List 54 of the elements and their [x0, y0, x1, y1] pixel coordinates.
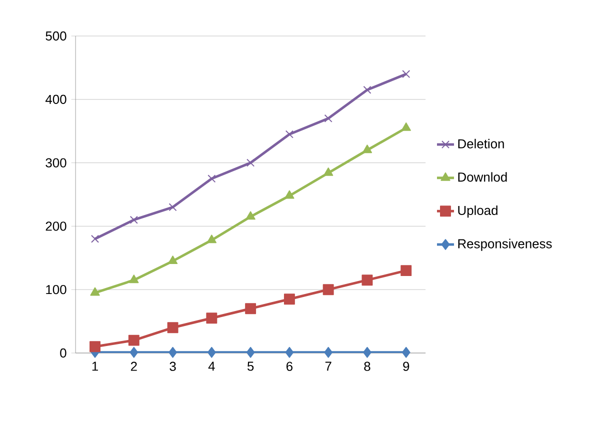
x-tick-label: 6: [286, 362, 292, 371]
x-tick-label: 5: [247, 362, 254, 371]
y-tick-label: 400: [45, 94, 66, 104]
y-tick-label: 300: [46, 158, 66, 168]
x-tick-label: 2: [130, 362, 137, 371]
x-tick-label: 3: [170, 362, 176, 371]
point: [246, 211, 256, 220]
point: [167, 322, 178, 334]
point: [207, 346, 216, 358]
point: [362, 144, 372, 154]
point: [402, 346, 410, 358]
y-tick-label: 0: [60, 348, 66, 358]
point: [400, 265, 412, 276]
point: [130, 346, 138, 358]
point: [208, 174, 216, 183]
x-tick-label: 4: [208, 362, 215, 371]
point: [168, 203, 177, 212]
point: [246, 346, 255, 358]
x-tick-label: 8: [364, 362, 370, 371]
point: [362, 346, 372, 358]
point: [324, 346, 333, 358]
point: [206, 312, 218, 324]
point: [90, 341, 100, 352]
point: [362, 274, 373, 286]
legend-label: Deletion: [458, 138, 504, 148]
point: [129, 274, 139, 284]
legend-label: Downlod: [458, 172, 507, 182]
point: [285, 346, 294, 358]
y-tick-label: 500: [46, 31, 66, 41]
x-tick-label: 1: [92, 362, 98, 371]
point: [206, 234, 216, 244]
point: [284, 190, 294, 199]
point: [284, 294, 295, 305]
point: [168, 346, 178, 358]
point: [285, 130, 294, 138]
legend-label: Responsiveness: [458, 238, 552, 251]
point: [168, 256, 178, 264]
point: [322, 284, 334, 296]
point: [401, 122, 411, 131]
point: [246, 158, 255, 167]
point: [363, 86, 372, 94]
point: [245, 303, 256, 314]
legend-label: Upload: [458, 205, 498, 218]
x-tick-label: 9: [403, 362, 410, 371]
point: [324, 114, 332, 122]
point: [90, 287, 100, 296]
point: [128, 334, 140, 346]
point: [130, 216, 138, 224]
point: [90, 234, 100, 243]
point: [402, 70, 410, 78]
y-tick-label: 100: [46, 285, 66, 294]
y-tick-label: 200: [46, 222, 66, 231]
x-tick-label: 7: [325, 362, 332, 371]
point: [324, 167, 334, 176]
